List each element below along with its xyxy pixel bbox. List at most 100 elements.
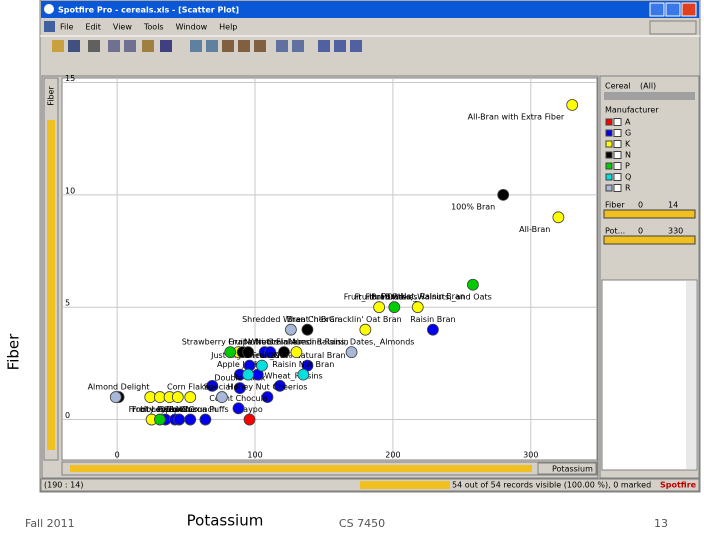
data-point <box>206 379 219 392</box>
tool-icon[interactable] <box>318 40 330 52</box>
tool-icon[interactable] <box>68 40 80 52</box>
legend-checkbox[interactable] <box>613 140 622 148</box>
legend-swatch <box>605 173 613 181</box>
legend-swatch <box>605 162 613 170</box>
point-label: Post Nat. Raisin Bran <box>381 292 465 301</box>
menu-item[interactable]: Help <box>219 23 237 32</box>
tool-icon[interactable] <box>276 40 288 52</box>
brand: Spotfire <box>660 481 697 490</box>
data-point <box>264 346 277 359</box>
menu-item[interactable]: Tools <box>143 23 164 32</box>
tool-icon[interactable] <box>292 40 304 52</box>
data-point <box>290 346 303 359</box>
tool-icon[interactable] <box>190 40 202 52</box>
point-label: Cracklin' Oat Bran <box>329 315 402 324</box>
x-axis-selector[interactable]: Potassium <box>552 465 593 474</box>
maximize-button[interactable] <box>665 2 681 17</box>
data-point <box>552 211 565 224</box>
title-bar <box>41 1 699 18</box>
data-point <box>261 391 274 403</box>
tool-icon[interactable] <box>142 40 154 52</box>
data-point <box>216 391 228 403</box>
point-label: Shredded Wheat 'n'Bran <box>242 315 340 324</box>
point-label: Honey Nut Cheerios <box>227 383 307 392</box>
legend-swatch <box>605 184 613 192</box>
cereal-label: Cereal <box>605 82 631 91</box>
legend-label: N <box>625 151 631 160</box>
data-point <box>278 346 290 359</box>
point-label: Honey-comb <box>140 405 191 414</box>
child-window-buttons[interactable] <box>649 20 697 35</box>
filter-slider[interactable] <box>603 209 696 219</box>
tool-icon[interactable] <box>88 40 100 52</box>
menu-item[interactable]: View <box>113 23 132 32</box>
data-point <box>243 413 256 426</box>
x-tick-label: 0 <box>115 451 120 460</box>
x-axis-dropdown[interactable] <box>537 462 597 475</box>
point-label: Bran Chex <box>287 315 329 324</box>
legend-checkbox[interactable] <box>613 173 622 181</box>
point-label: Fruit_Fibre Dates,_Walnuts,_and Oats <box>344 293 492 302</box>
point-label: Fruitful Bran <box>355 293 404 302</box>
x-axis-title: Potassium <box>187 512 264 530</box>
cereal-slider[interactable] <box>604 92 695 100</box>
legend-checkbox[interactable] <box>613 118 622 126</box>
point-label: All-Bran <box>519 225 550 234</box>
tool-icon[interactable] <box>254 40 266 52</box>
filter-min: 0 <box>638 227 643 236</box>
data-point <box>224 346 237 359</box>
data-point <box>467 278 479 291</box>
legend-label: P <box>625 162 630 171</box>
legend-checkbox[interactable] <box>613 129 622 137</box>
data-point <box>284 323 297 336</box>
menu-item[interactable]: Edit <box>85 23 101 32</box>
toolbar <box>52 40 362 52</box>
point-label: Nutri-Grain Almond-Raisin <box>244 338 349 347</box>
point-label: Maypo <box>236 405 263 414</box>
tool-icon[interactable] <box>206 40 218 52</box>
scrollbar[interactable] <box>686 281 696 469</box>
point-label: Count Chocula <box>209 394 268 403</box>
legend-checkbox[interactable] <box>613 162 622 170</box>
tool-icon[interactable] <box>334 40 346 52</box>
legend-label: A <box>625 118 631 127</box>
y-axis-title: Fiber <box>5 333 23 370</box>
point-label: Corn Flakes <box>167 383 213 392</box>
data-point <box>171 391 184 403</box>
menu-item[interactable]: Window <box>176 23 208 32</box>
tool-icon[interactable] <box>238 40 250 52</box>
data-point <box>199 413 212 426</box>
data-point <box>497 188 510 201</box>
point-label: Corn Chex <box>158 405 200 414</box>
point-label: Trix <box>167 405 182 414</box>
tool-icon[interactable] <box>350 40 362 52</box>
tool-icon[interactable] <box>108 40 120 52</box>
records-bar <box>360 481 450 489</box>
tool-icon[interactable] <box>222 40 234 52</box>
tool-icon[interactable] <box>124 40 136 52</box>
data-point <box>232 402 245 415</box>
tool-icon[interactable] <box>52 40 64 52</box>
app-icon <box>44 4 54 14</box>
point-label: Grape Nuts Flakes <box>228 338 301 347</box>
data-point <box>301 323 314 336</box>
tool-icon[interactable] <box>160 40 172 52</box>
point-label: Raisin Bran <box>410 315 455 324</box>
point-label: Raisin Nut Bran <box>272 360 334 369</box>
x-tick-label: 100 <box>247 451 262 460</box>
footer-center: CS 7450 <box>339 517 385 530</box>
menu-item[interactable]: File <box>60 23 73 32</box>
y-axis-selector[interactable]: Fiber <box>47 86 56 106</box>
legend-checkbox[interactable] <box>613 151 622 159</box>
y-slider-range[interactable] <box>47 120 55 450</box>
x-slider-range[interactable] <box>70 465 532 472</box>
filter-slider[interactable] <box>603 235 696 245</box>
x-tick-label: 200 <box>385 451 400 460</box>
minimize-button[interactable] <box>649 2 665 17</box>
legend-label: G <box>625 129 631 138</box>
legend-swatch <box>605 118 613 126</box>
close-button[interactable] <box>681 2 697 17</box>
point-label: Almond Delight <box>88 383 150 392</box>
legend-checkbox[interactable] <box>613 184 622 192</box>
